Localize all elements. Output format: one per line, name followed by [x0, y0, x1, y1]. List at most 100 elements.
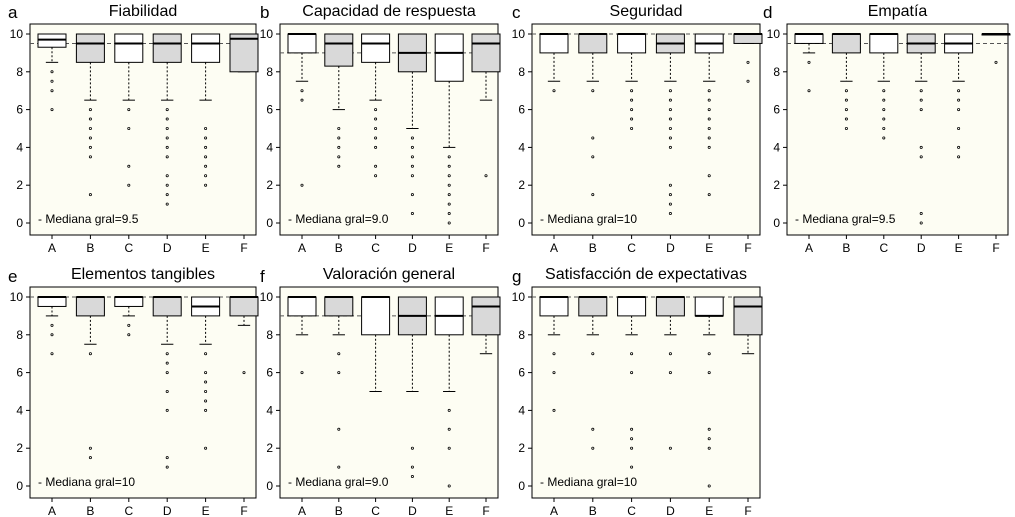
- x-tick-label: F: [482, 504, 489, 517]
- box-body: [152, 296, 182, 317]
- y-tick-label: 8: [16, 65, 23, 79]
- box-body: [75, 33, 105, 63]
- outlier-point: [882, 117, 886, 121]
- plot-frame: [786, 23, 1009, 236]
- outlier-point: [630, 108, 634, 112]
- box-body: [733, 33, 763, 44]
- panel-e: e Elementos tangibles 0 2 4 6 8 10 A B C D E F - Media…: [8, 266, 259, 517]
- outlier-point: [410, 164, 414, 168]
- outlier-point: [957, 155, 961, 159]
- outlier-point: [552, 89, 556, 93]
- box-body: [794, 33, 824, 44]
- panel-title: Satisfacción de expectativas: [545, 266, 747, 283]
- outlier-point: [447, 221, 451, 225]
- panel-b: b Capacidad de respuesta 0 2 4 6 8 10 A B C D E F - Me…: [260, 3, 501, 255]
- box-body: [539, 296, 569, 317]
- x-tick-label: C: [627, 241, 636, 255]
- plot-frame: [531, 286, 761, 499]
- outlier-point: [591, 427, 595, 431]
- y-tick-label: 8: [773, 65, 780, 79]
- outlier-point: [374, 127, 378, 131]
- box-F: [229, 296, 259, 375]
- box-body: [539, 33, 569, 54]
- outlier-point: [919, 108, 923, 112]
- x-tick-label: D: [408, 504, 417, 517]
- outlier-point: [165, 174, 169, 178]
- outlier-point: [300, 98, 304, 102]
- outlier-point: [630, 89, 634, 93]
- outlier-point: [630, 427, 634, 431]
- x-tick-label: E: [955, 241, 963, 255]
- x-tick-label: B: [86, 241, 94, 255]
- box-B: [324, 33, 354, 168]
- x-tick-label: E: [705, 241, 713, 255]
- y-tick-label: 6: [518, 366, 525, 380]
- x-tick-label: C: [627, 504, 636, 517]
- outlier-point: [447, 193, 451, 197]
- outlier-point: [127, 127, 131, 131]
- box-A: [287, 296, 317, 375]
- box-body: [617, 296, 647, 317]
- x-tick-label: A: [298, 241, 306, 255]
- box-C: [361, 296, 391, 392]
- panel-letter: g: [512, 267, 521, 286]
- outlier-point: [707, 427, 711, 431]
- x-tick-label: C: [371, 241, 380, 255]
- x-tick-label: C: [371, 504, 380, 517]
- box-body: [733, 296, 763, 336]
- outlier-point: [882, 98, 886, 102]
- box-B: [578, 33, 608, 197]
- y-tick-label: 6: [773, 103, 780, 117]
- outlier-point: [994, 60, 998, 64]
- outlier-point: [300, 371, 304, 375]
- x-tick-label: E: [445, 241, 453, 255]
- x-tick-label: E: [202, 241, 210, 255]
- x-tick-label: B: [335, 241, 343, 255]
- box-body: [114, 33, 144, 63]
- box-B: [578, 296, 608, 450]
- panel-title: Capacidad de respuesta: [302, 3, 476, 20]
- outlier-point: [88, 145, 92, 149]
- outlier-point: [337, 465, 341, 469]
- outlier-point: [707, 446, 711, 450]
- y-tick-label: 0: [773, 216, 780, 230]
- x-tick-label: D: [163, 241, 172, 255]
- x-tick-label: D: [408, 241, 417, 255]
- outlier-point: [337, 371, 341, 375]
- outlier-point: [882, 127, 886, 131]
- outlier-point: [630, 127, 634, 131]
- outlier-point: [447, 446, 451, 450]
- outlier-point: [165, 145, 169, 149]
- box-body: [287, 33, 317, 54]
- median-annotation: - Mediana gral=10: [38, 475, 135, 489]
- outlier-point: [630, 352, 634, 356]
- y-tick-label: 4: [518, 403, 525, 417]
- outlier-point: [630, 437, 634, 441]
- outlier-point: [165, 193, 169, 197]
- outlier-point: [374, 174, 378, 178]
- outlier-point: [165, 352, 169, 356]
- outlier-point: [374, 117, 378, 121]
- outlier-point: [707, 437, 711, 441]
- y-tick-label: 8: [518, 65, 525, 79]
- outlier-point: [668, 98, 672, 102]
- outlier-point: [165, 127, 169, 131]
- median-annotation: - Mediana gral=9.5: [38, 212, 139, 226]
- outlier-point: [204, 127, 208, 131]
- outlier-point: [552, 371, 556, 375]
- outlier-point: [165, 371, 169, 375]
- x-tick-label: B: [86, 504, 94, 517]
- median-annotation: - Mediana gral=10: [540, 475, 637, 489]
- outlier-point: [204, 389, 208, 393]
- outlier-point: [668, 127, 672, 131]
- outlier-point: [204, 145, 208, 149]
- box-D: [655, 33, 685, 216]
- panel-a: a Fiabilidad 0 2 4 6 8 10 A B C D E F - Mediana gral=9…: [8, 3, 259, 255]
- outlier-point: [165, 389, 169, 393]
- outlier-point: [88, 127, 92, 131]
- panel-c: c Seguridad 0 2 4 6 8 10 A B C D E F - Mediana gral=10: [512, 3, 763, 255]
- outlier-point: [127, 323, 131, 327]
- outlier-point: [591, 136, 595, 140]
- box-D: [152, 33, 182, 206]
- box-A: [539, 296, 569, 412]
